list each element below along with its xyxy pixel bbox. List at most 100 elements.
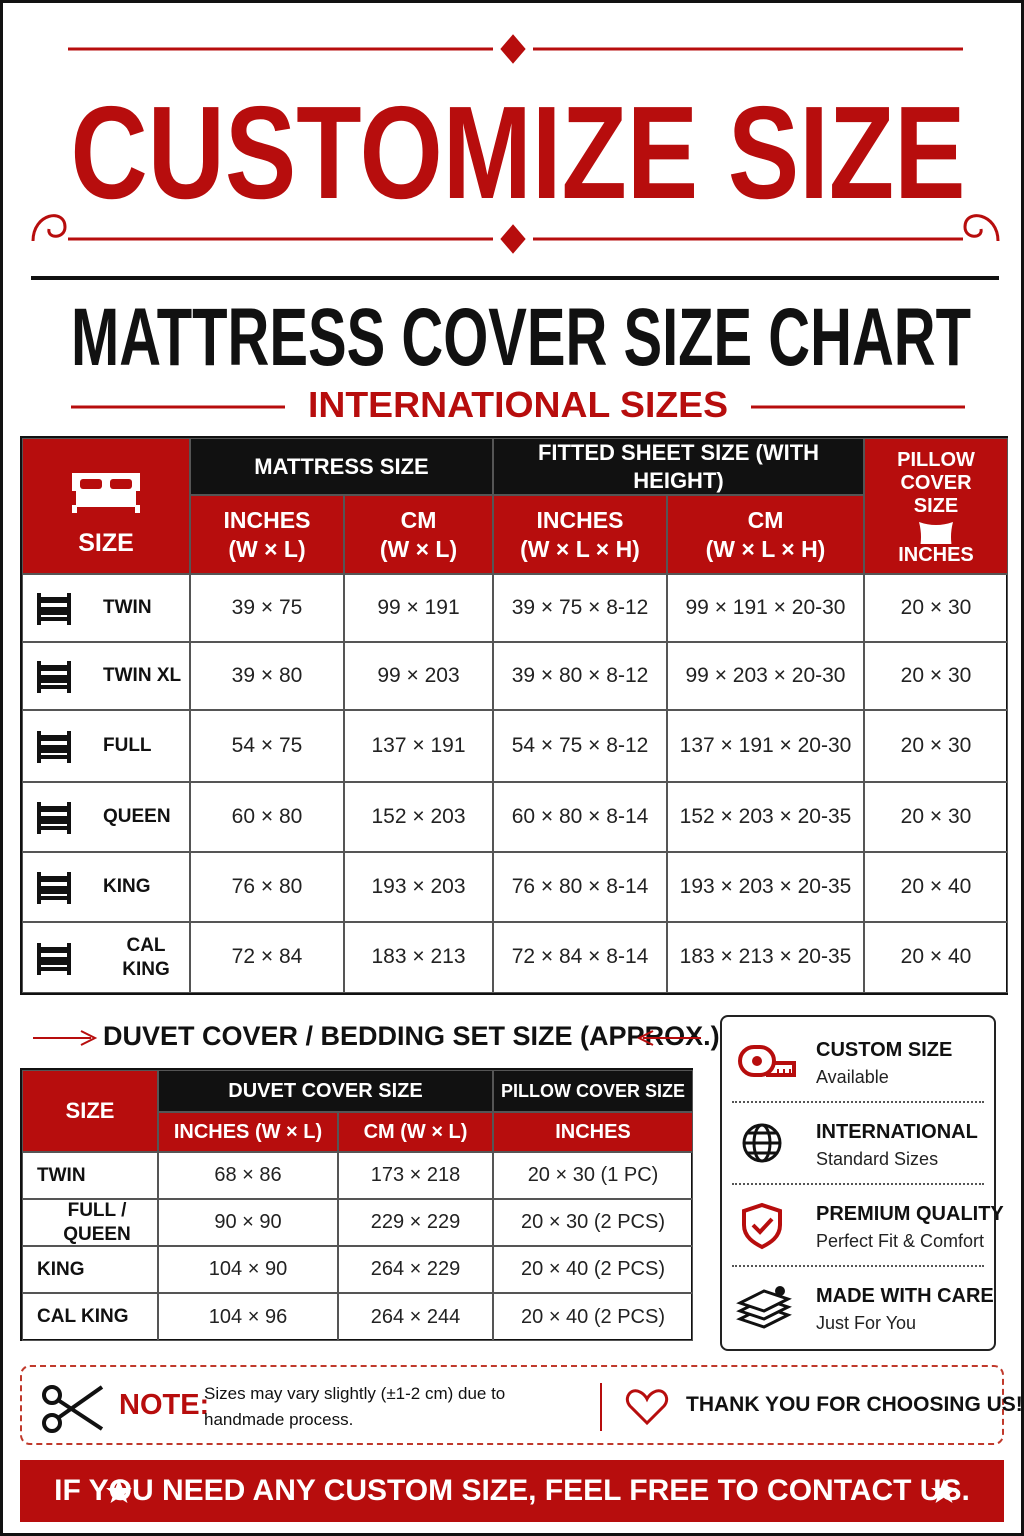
size-value: 264 × 229 <box>338 1246 493 1293</box>
subheader: CM (W × L) <box>344 495 493 574</box>
size-header: SIZE <box>22 438 190 574</box>
features-box: CUSTOM SIZE Available INTERNATIONAL Standar… <box>720 1015 1004 1351</box>
size-value: 152 × 203 × 20-35 <box>667 782 864 852</box>
size-value: 20 × 40 (2 PCS) <box>493 1246 693 1293</box>
star <box>106 1479 132 1503</box>
footer-banner: IF YOU NEED ANY CUSTOM SIZE, FEEL FREE T… <box>20 1460 1004 1522</box>
size-value: 20 × 30 <box>864 782 1008 852</box>
size-value: 60 × 80 × 8-14 <box>493 782 667 852</box>
divider <box>600 1383 602 1431</box>
group-header: PILLOW COVER SIZE <box>493 1070 693 1112</box>
size-value: 193 × 203 × 20-35 <box>667 852 864 922</box>
size-value: 76 × 80 <box>190 852 344 922</box>
size-value: 72 × 84 × 8-14 <box>493 922 667 993</box>
subheader: INCHES (W × L) <box>158 1112 338 1152</box>
feature-subtitle: Just For You <box>816 1313 917 1333</box>
size-value: 20 × 30 (2 PCS) <box>493 1199 693 1246</box>
pillow-header-unit: INCHES <box>898 544 974 566</box>
subheader-label: INCHES <box>223 506 311 533</box>
subheader-unit: (W × L) <box>228 535 306 562</box>
size-value: 39 × 75 × 8-12 <box>493 574 667 642</box>
size-name: FULL / QUEEN <box>22 1199 158 1246</box>
subheader: INCHES (W × L) <box>190 495 344 574</box>
subheader-unit: (W × L × H) <box>705 535 826 562</box>
size-value: 99 × 191 <box>344 574 493 642</box>
subheader: INCHES <box>493 1112 693 1152</box>
note-label: NOTE: <box>119 1389 210 1421</box>
size-value: 193 × 203 <box>344 852 493 922</box>
size-name: KING <box>103 876 151 898</box>
size-cell: KING <box>22 852 190 922</box>
note-box: NOTE: Sizes may vary slightly (±1-2 cm) … <box>20 1365 1021 1445</box>
feature-icon <box>742 1123 782 1163</box>
size-header: SIZE <box>22 1070 158 1152</box>
size-cell: FULL <box>22 710 190 782</box>
star <box>931 1479 957 1503</box>
size-cell: CAL KING <box>22 922 190 993</box>
size-value: 20 × 40 <box>864 922 1008 993</box>
bed-icon <box>37 802 71 834</box>
size-cell: TWIN <box>22 574 190 642</box>
heart-icon <box>625 1389 669 1426</box>
size-value: 54 × 75 <box>190 710 344 782</box>
size-value: 76 × 80 × 8-14 <box>493 852 667 922</box>
size-value: 20 × 30 <box>864 710 1008 782</box>
thanks: THANK YOU FOR CHOOSING US! <box>686 1393 1023 1416</box>
size-value: 99 × 191 × 20-30 <box>667 574 864 642</box>
mattress-table: SIZE MATTRESS SIZE FITTED SHEET SIZE (WITH… <box>20 436 1008 995</box>
size-name: FULL <box>103 735 152 757</box>
subtitle: MATTRESS COVER SIZE CHART <box>71 292 971 383</box>
size-value: 183 × 213 × 20-35 <box>667 922 864 993</box>
bed-icon <box>37 661 71 693</box>
size-name: CAL KING <box>22 1293 158 1341</box>
subheader: CM (W × L) <box>338 1112 493 1152</box>
size-value: 137 × 191 <box>344 710 493 782</box>
feature-title: INTERNATIONAL <box>816 1121 978 1143</box>
size-value: 104 × 90 <box>158 1246 338 1293</box>
subheader-unit: (W × L) <box>379 535 458 562</box>
size-value: 137 × 191 × 20-30 <box>667 710 864 782</box>
title: CUSTOMIZE SIZE <box>71 79 966 226</box>
ornament <box>33 1030 98 1046</box>
duvet-title: DUVET COVER / BEDDING SET SIZE (APPROX.) <box>103 1021 720 1051</box>
feature-title: PREMIUM QUALITY <box>816 1203 1004 1225</box>
feature-subtitle: Standard Sizes <box>816 1149 939 1169</box>
feature: MADE WITH CARE Just For You <box>732 1271 994 1349</box>
size-value: 68 × 86 <box>158 1152 338 1199</box>
size-value: 99 × 203 × 20-30 <box>667 642 864 710</box>
size-value: 39 × 75 <box>190 574 344 642</box>
subheader-unit: (W × L × H) <box>520 535 640 562</box>
size-value: 39 × 80 × 8-12 <box>493 642 667 710</box>
size-value: 39 × 80 <box>190 642 344 710</box>
size-name: TWIN <box>22 1152 158 1199</box>
size-value: 99 × 203 <box>344 642 493 710</box>
pillow-header: PILLOW COVER SIZE INCHES <box>864 438 1008 574</box>
pillow-header-title: PILLOW COVER SIZE <box>897 449 975 517</box>
size-value: 20 × 40 (2 PCS) <box>493 1293 693 1341</box>
feature-title: MADE WITH CARE <box>816 1285 994 1307</box>
size-name: TWIN XL <box>103 665 182 687</box>
subheader-label: CM <box>400 506 437 533</box>
size-value: 54 × 75 × 8-12 <box>493 710 667 782</box>
size-value: 90 × 90 <box>158 1199 338 1246</box>
size-value: 72 × 84 <box>190 922 344 993</box>
bed-icon <box>37 872 71 904</box>
ornament <box>31 34 1000 254</box>
size-name: QUEEN <box>103 806 171 828</box>
subheader-label: INCHES <box>536 506 624 533</box>
size-value: 152 × 203 <box>344 782 493 852</box>
group-header: DUVET COVER SIZE <box>158 1070 493 1112</box>
feature-subtitle: Perfect Fit & Comfort <box>816 1231 985 1251</box>
size-value: 104 × 96 <box>158 1293 338 1341</box>
size-name: KING <box>22 1246 158 1293</box>
size-value: 20 × 30 (1 PC) <box>493 1152 693 1199</box>
size-value: 20 × 30 <box>864 642 1008 710</box>
size-name: TWIN <box>103 597 152 619</box>
ornament <box>636 1030 701 1046</box>
subheader-label: CM <box>747 506 784 533</box>
size-header-text: SIZE <box>78 528 134 557</box>
size-cell: TWIN XL <box>22 642 190 710</box>
pillow-icon <box>919 522 953 544</box>
bed-icon <box>72 473 140 513</box>
